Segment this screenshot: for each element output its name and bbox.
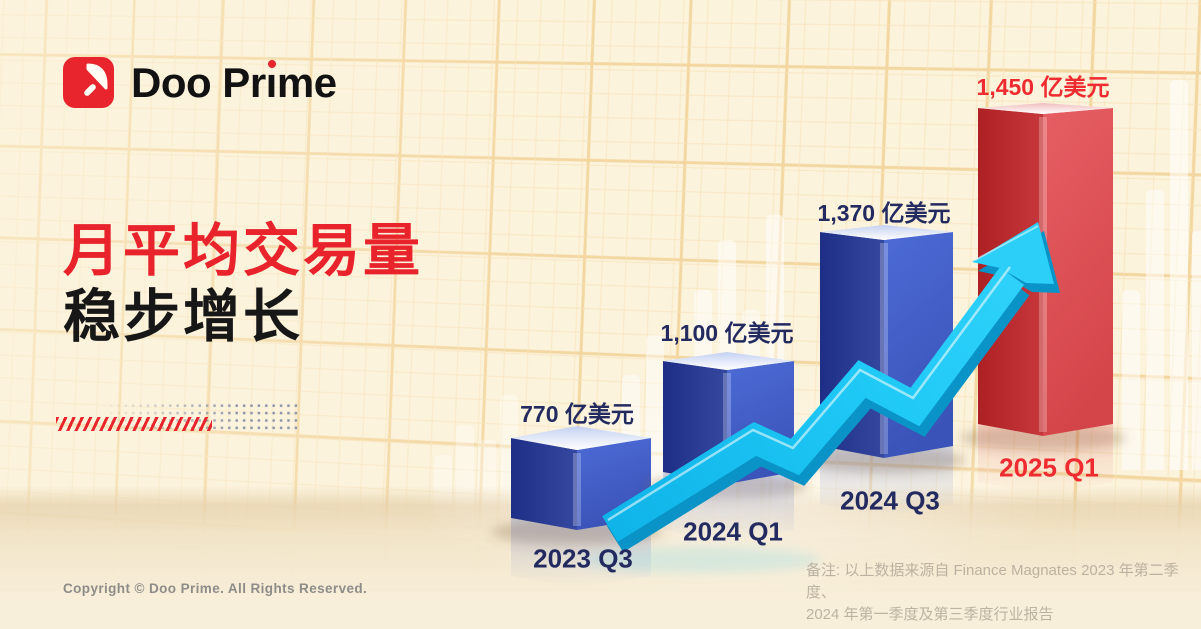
brand-name: Doo Prı me	[131, 57, 337, 108]
bar-category-label: 2025 Q1	[999, 453, 1099, 484]
bar-value-label: 1,450 亿美元	[977, 68, 1110, 102]
infographic-canvas: 770 亿美元 2023 Q3 1,100 亿美元 2024 Q1 1,370 亿美元 2…	[0, 0, 1201, 629]
bar-category-label: 2024 Q1	[683, 517, 783, 548]
bar-category-label: 2024 Q3	[840, 486, 940, 517]
data-source-note: 备注: 以上数据来源自 Finance Magnates 2023 年第二季度、…	[806, 560, 1201, 626]
page-title: 月平均交易量 稳步增长	[63, 218, 423, 350]
doo-prime-logo-icon	[63, 57, 114, 108]
page-title-line1: 月平均交易量	[63, 218, 423, 284]
bar-category-label: 2023 Q3	[533, 544, 633, 575]
brand-name-part1: Doo Pr	[131, 59, 266, 106]
data-source-note-line2: 2024 年第一季度及第三季度行业报告	[806, 604, 1201, 626]
bar-value-label: 770 亿美元	[520, 395, 634, 429]
copyright-text: Copyright © Doo Prime. All Rights Reserv…	[63, 581, 367, 596]
striped-bar-decoration	[56, 417, 212, 431]
brand-logo: Doo Prı me	[63, 57, 337, 108]
bar-value-label: 1,370 亿美元	[818, 194, 951, 228]
brand-name-part2: me	[277, 59, 337, 106]
data-source-note-line1: 备注: 以上数据来源自 Finance Magnates 2023 年第二季度、	[806, 560, 1201, 604]
page-title-line2: 稳步增长	[63, 284, 423, 350]
bar-value-label: 1,100 亿美元	[661, 314, 794, 348]
